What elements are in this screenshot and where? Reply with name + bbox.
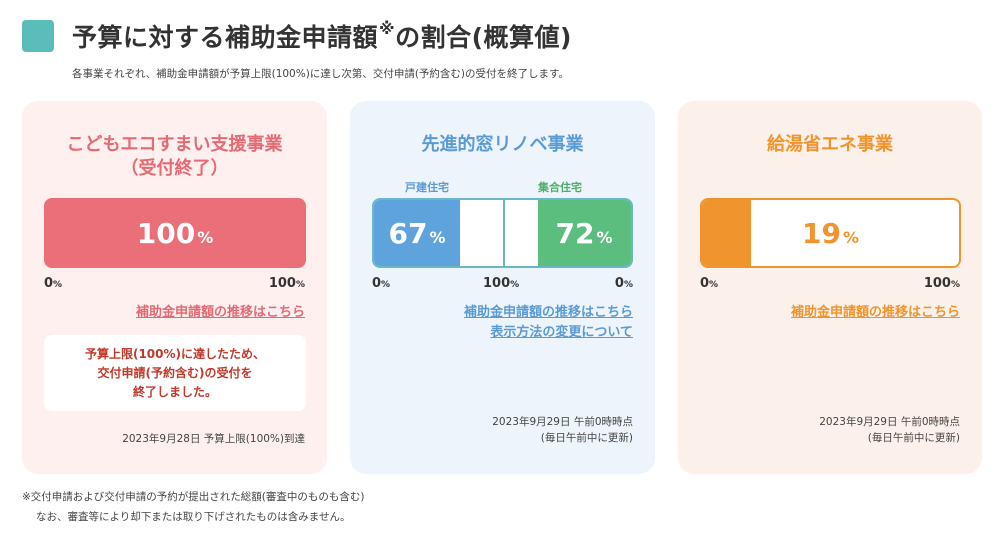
card-water-heater: 給湯省エネ事業 19% 0% 100% 補助金申請額の推移はこちら 2023年9… [678,101,982,474]
axis-right: 0% [614,276,633,291]
progress-bar: 100% [44,198,306,268]
page-title: 予算に対する補助金申請額※の割合(概算値) [72,19,572,52]
axis-max: 100% [923,276,960,291]
footnote: ※交付申請および交付申請の予約が提出された総額(審査中のものも含む) なお、審査… [22,491,365,523]
trend-link[interactable]: 補助金申請額の推移はこちら [463,305,633,320]
card-title: こどもエコすまい支援事業 （受付終了） [66,134,283,179]
axis-max: 100% [268,276,305,291]
axis-left: 0% [372,276,391,291]
page-subtitle: 各事業それぞれ、補助金申請額が予算上限(100%)に達し次第、交付申請(予約含む… [72,68,569,80]
closed-notice: 予算上限(100%)に達したため、 交付申請(予約含む)の受付を 終了しました。 [44,335,306,411]
axis-mid: 100% [483,276,520,291]
percent-value: 100% [136,216,214,250]
card-date: 2023年9月29日 午前0時時点 (毎日午前中に更新) [492,416,633,444]
page-header: 予算に対する補助金申請額※の割合(概算値) [22,18,572,54]
axis-min: 0% [700,276,719,291]
display-method-link[interactable]: 表示方法の変更について [490,325,633,340]
apartment-percent: 72% [555,216,613,250]
apartment-label: 集合住宅 [538,181,582,194]
card-date: 2023年9月28日 予算上限(100%)到達 [122,433,305,445]
card-title: 先進的窓リノベ事業 [421,134,584,155]
progress-bar: 19% [700,198,961,268]
percent-value: 19% [802,216,859,250]
trend-link[interactable]: 補助金申請額の推移はこちら [135,305,305,320]
detached-house-label: 戸建住宅 [405,181,449,194]
trend-link[interactable]: 補助金申請額の推移はこちら [790,305,960,320]
progress-fill [702,200,751,266]
center-divider [503,200,505,266]
detached-fill [374,200,460,266]
card-window-renovation: 先進的窓リノベ事業 戸建住宅 集合住宅 67% 72% 0% 100% 0% 補… [350,101,655,474]
card-title: 給湯省エネ事業 [767,134,893,155]
axis-min: 0% [44,276,63,291]
detached-percent: 67% [388,216,446,250]
apartment-fill [538,200,631,266]
split-progress-bar: 67% 72% [372,198,633,268]
card-date: 2023年9月29日 午前0時時点 (毎日午前中に更新) [819,416,960,444]
header-marker-icon [22,20,54,52]
card-kodomo-eco: こどもエコすまい支援事業 （受付終了） 100% 0% 100% 補助金申請額の… [22,101,327,474]
